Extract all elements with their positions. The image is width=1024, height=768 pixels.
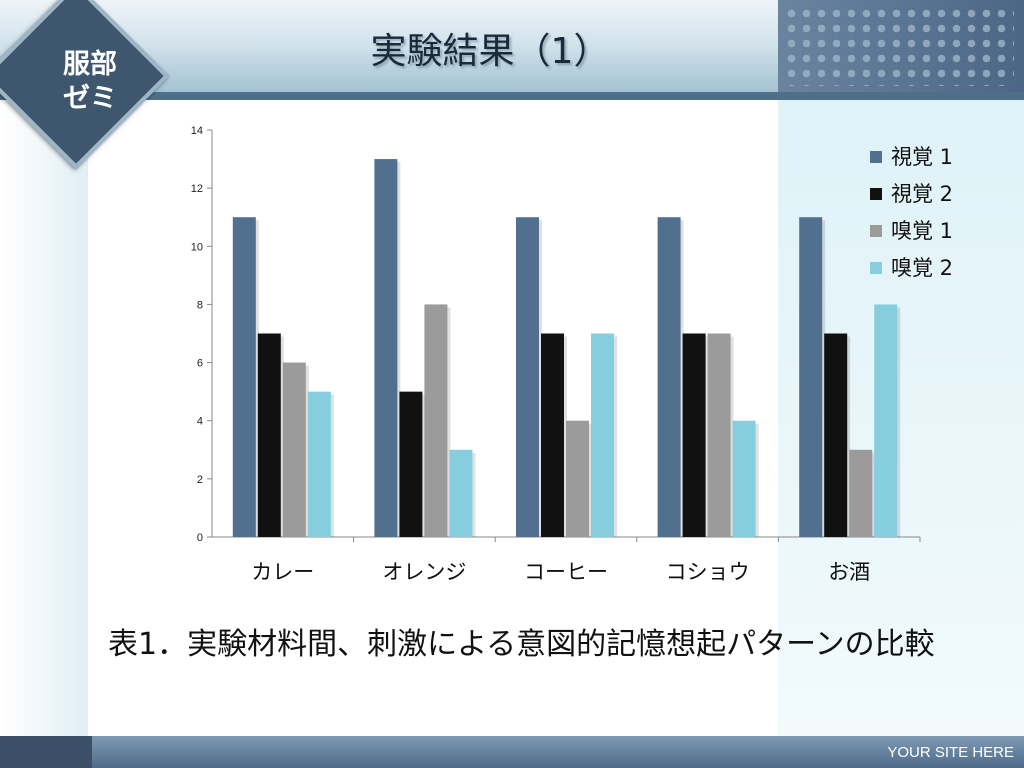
bar [424,304,448,537]
y-tick-label: 6 [197,358,203,370]
legend-swatch [870,262,882,274]
bar [541,333,564,537]
y-tick-label: 12 [191,183,203,195]
bar [707,333,731,537]
legend-swatch [870,225,882,237]
bar [374,159,398,538]
bar [449,449,473,537]
legend-label: 視覚 2 [891,182,953,206]
bar [566,420,589,537]
slide-title: 実験結果（1） [370,31,610,72]
bar [732,420,756,537]
y-tick-label: 14 [191,125,203,137]
bar [849,449,873,537]
left-panel [0,100,88,736]
y-tick-label: 0 [197,532,203,544]
x-tick-label: オレンジ [382,560,466,584]
header-divider [0,92,1024,100]
legend-label: 嗅覚 1 [891,219,953,243]
bar [257,333,281,537]
legend-label: 嗅覚 2 [891,256,953,280]
y-tick-label: 10 [191,241,203,253]
footer-text: YOUR SITE HERE [887,744,1014,761]
x-tick-label: カレー [251,560,314,584]
y-tick-label: 8 [197,299,203,311]
bar [657,217,681,537]
y-tick-label: 2 [197,474,203,486]
bar [399,391,423,537]
badge-line-1: 服部 [63,49,117,80]
badge-line-2: ゼミ [63,83,117,114]
bar [307,391,331,537]
bar [591,333,614,537]
bar [824,333,848,537]
header-pattern [778,0,1024,100]
footer-bar: YOUR SITE HERE [92,736,1024,768]
x-tick-label: お酒 [828,560,870,584]
bar [516,217,539,537]
bar [874,304,898,537]
badge-text: 服部 ゼミ [40,48,140,116]
bar [682,333,706,537]
footer-accent [0,736,92,768]
legend-label: 視覚 1 [891,145,953,169]
bar [799,217,823,537]
legend-swatch [870,188,882,200]
chart-caption: 表1．実験材料間、刺激による意図的記憶想起パターンの比較 [108,627,935,662]
bar [232,217,256,537]
x-tick-label: コショウ [666,560,750,584]
bar [282,362,306,537]
y-tick-label: 4 [197,416,203,428]
legend-swatch [870,151,882,163]
x-tick-label: コーヒー [524,560,608,584]
